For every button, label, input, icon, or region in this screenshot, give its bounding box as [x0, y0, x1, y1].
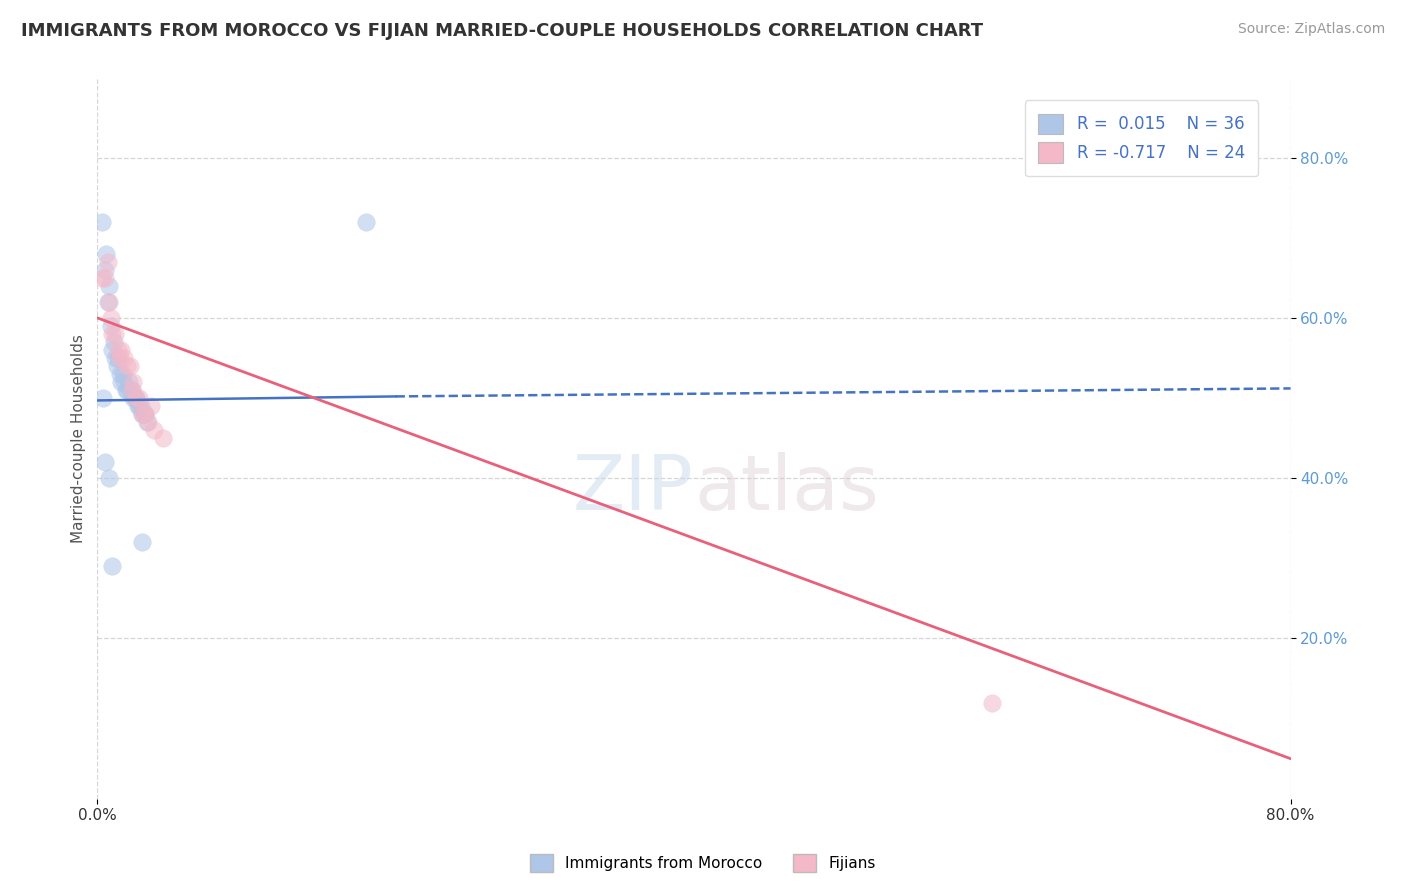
- Point: [96, 246, 118, 260]
- Point: [120, 359, 142, 373]
- Point: [134, 407, 156, 421]
- Point: [981, 696, 1004, 710]
- Point: [121, 383, 143, 397]
- Point: [112, 351, 135, 365]
- Point: [125, 391, 148, 405]
- Point: [101, 326, 124, 341]
- Point: [131, 535, 153, 549]
- Point: [101, 343, 124, 357]
- Point: [131, 407, 153, 421]
- Point: [135, 415, 157, 429]
- Point: [107, 343, 129, 357]
- Text: IMMIGRANTS FROM MOROCCO VS FIJIAN MARRIED-COUPLE HOUSEHOLDS CORRELATION CHART: IMMIGRANTS FROM MOROCCO VS FIJIAN MARRIE…: [21, 22, 983, 40]
- Point: [90, 270, 112, 285]
- Point: [108, 351, 131, 365]
- Legend: Immigrants from Morocco, Fijians: Immigrants from Morocco, Fijians: [523, 846, 883, 880]
- Point: [91, 391, 114, 405]
- Point: [118, 375, 141, 389]
- Point: [152, 431, 174, 445]
- Point: [97, 294, 120, 309]
- Point: [139, 399, 162, 413]
- Point: [143, 423, 166, 437]
- Point: [101, 559, 124, 574]
- Point: [122, 391, 145, 405]
- Point: [105, 359, 128, 373]
- Text: ZIP: ZIP: [574, 451, 695, 525]
- Point: [104, 351, 127, 365]
- Point: [120, 383, 142, 397]
- Point: [110, 375, 132, 389]
- Point: [100, 318, 122, 333]
- Point: [114, 383, 136, 397]
- Point: [115, 359, 138, 373]
- Point: [97, 254, 120, 268]
- Point: [98, 278, 121, 293]
- Y-axis label: Married-couple Households: Married-couple Households: [72, 334, 86, 542]
- Point: [128, 399, 150, 413]
- Point: [121, 383, 143, 397]
- Point: [127, 399, 149, 413]
- Point: [115, 383, 138, 397]
- Point: [136, 415, 159, 429]
- Point: [94, 262, 117, 277]
- Point: [124, 391, 146, 405]
- Point: [128, 391, 150, 405]
- Point: [112, 375, 135, 389]
- Text: Source: ZipAtlas.com: Source: ZipAtlas.com: [1237, 22, 1385, 37]
- Point: [354, 215, 377, 229]
- Point: [98, 471, 121, 485]
- Point: [110, 343, 132, 357]
- Point: [90, 215, 112, 229]
- Legend: R =  0.015    N = 36, R = -0.717    N = 24: R = 0.015 N = 36, R = -0.717 N = 24: [1025, 100, 1258, 176]
- Point: [129, 399, 152, 413]
- Point: [122, 375, 145, 389]
- Point: [103, 334, 125, 349]
- Point: [94, 455, 117, 469]
- Point: [125, 391, 148, 405]
- Text: atlas: atlas: [695, 451, 879, 525]
- Point: [100, 310, 122, 325]
- Point: [132, 407, 155, 421]
- Point: [104, 326, 127, 341]
- Point: [108, 367, 131, 381]
- Point: [111, 367, 134, 381]
- Point: [131, 407, 153, 421]
- Point: [107, 351, 129, 365]
- Point: [134, 407, 156, 421]
- Point: [94, 270, 117, 285]
- Point: [98, 294, 121, 309]
